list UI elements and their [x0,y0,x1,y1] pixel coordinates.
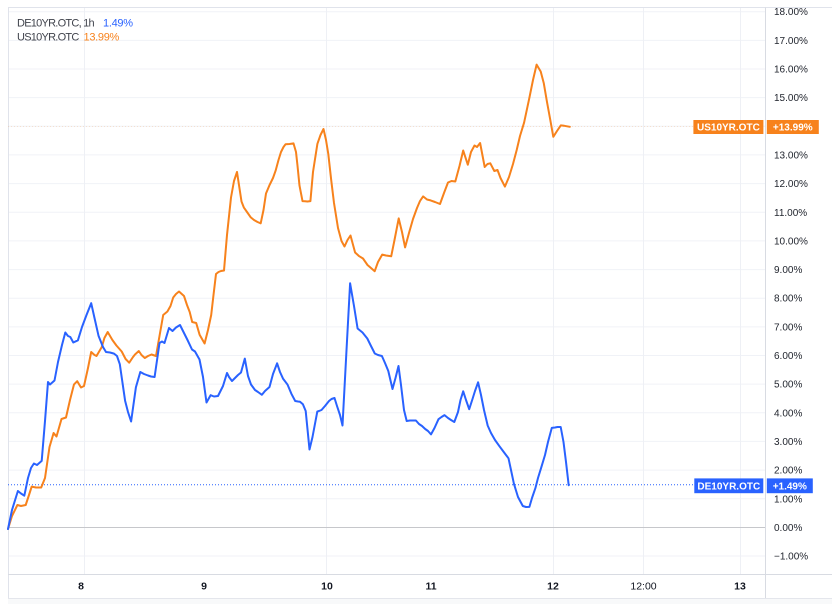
svg-text:18.00%: 18.00% [774,7,808,18]
svg-text:13.00%: 13.00% [774,150,808,161]
svg-text:12: 12 [547,581,559,593]
svg-text:5.00%: 5.00% [774,380,802,391]
svg-text:10.00%: 10.00% [774,236,808,247]
svg-text:11: 11 [425,581,436,593]
svg-text:US10YR.OTC: US10YR.OTC [697,123,760,134]
svg-text:US10YR.OTC: US10YR.OTC [17,32,79,44]
svg-text:DE10YR.OTC: DE10YR.OTC [697,481,760,492]
svg-text:7.00%: 7.00% [774,322,802,333]
svg-text:3.00%: 3.00% [774,437,802,448]
svg-text:+13.99%: +13.99% [773,123,813,134]
svg-text:−1.00%: −1.00% [774,552,808,563]
svg-text:12:00: 12:00 [630,581,656,593]
svg-text:2.00%: 2.00% [774,466,802,477]
svg-text:17.00%: 17.00% [774,36,808,47]
svg-text:1.00%: 1.00% [774,494,802,505]
svg-text:13: 13 [734,581,746,593]
svg-text:9.00%: 9.00% [774,265,802,276]
svg-text:DE10YR.OTC, 1h: DE10YR.OTC, 1h [17,18,95,30]
svg-text:16.00%: 16.00% [774,65,808,76]
svg-text:0.00%: 0.00% [774,523,802,534]
svg-text:1.49%: 1.49% [103,18,133,30]
svg-text:13.99%: 13.99% [84,32,120,44]
svg-text:12.00%: 12.00% [774,179,808,190]
svg-text:9: 9 [201,581,207,593]
svg-text:8: 8 [78,581,84,593]
svg-text:15.00%: 15.00% [774,93,808,104]
svg-text:11.00%: 11.00% [774,208,807,219]
svg-text:+1.49%: +1.49% [773,481,807,492]
svg-text:10: 10 [321,581,333,593]
svg-text:8.00%: 8.00% [774,294,802,305]
svg-text:6.00%: 6.00% [774,351,802,362]
svg-text:4.00%: 4.00% [774,408,802,419]
